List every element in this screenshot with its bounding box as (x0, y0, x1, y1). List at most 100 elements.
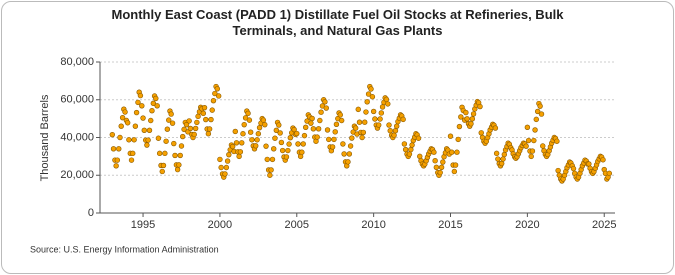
data-point (209, 107, 215, 113)
data-point (555, 167, 561, 174)
data-point (126, 137, 132, 143)
data-point (477, 103, 483, 110)
data-point (232, 128, 238, 135)
data-point (217, 156, 223, 163)
data-point (210, 97, 217, 104)
data-point (500, 156, 506, 162)
data-point (128, 157, 135, 163)
data-point (110, 146, 117, 152)
data-point (223, 164, 230, 171)
data-point (554, 138, 560, 144)
data-point (109, 131, 115, 138)
data-point (146, 127, 153, 134)
data-point (139, 103, 145, 109)
data-point (191, 131, 197, 138)
data-point (205, 131, 212, 137)
data-point (172, 152, 178, 159)
data-point (203, 116, 209, 123)
data-point (523, 143, 529, 149)
data-point (255, 131, 262, 137)
data-point (456, 123, 463, 130)
data-point (168, 111, 174, 117)
data-point (525, 137, 532, 144)
data-point (163, 138, 169, 144)
data-point (492, 125, 499, 131)
data-point (214, 86, 220, 92)
data-point (153, 95, 159, 102)
data-point (180, 133, 186, 140)
data-point (363, 109, 369, 115)
data-point (279, 147, 286, 154)
data-point (387, 128, 393, 134)
data-point (406, 151, 413, 157)
data-point (140, 115, 146, 121)
data-point (273, 127, 280, 134)
data-point (531, 137, 537, 144)
data-point (533, 116, 539, 123)
data-point (215, 93, 222, 99)
data-point (278, 139, 285, 146)
data-point (113, 163, 119, 169)
data-point (192, 125, 199, 132)
data-point (145, 137, 151, 143)
data-point (449, 149, 455, 155)
data-point (528, 153, 534, 160)
data-point (206, 126, 213, 132)
data-point (314, 134, 320, 140)
data-point (324, 127, 331, 133)
data-point (183, 121, 190, 128)
data-point (333, 121, 340, 127)
data-point (463, 109, 469, 116)
data-point (116, 146, 122, 152)
x-tick-label: 2010 (361, 219, 385, 231)
x-tick-label: 2000 (208, 219, 232, 231)
data-point (376, 122, 382, 128)
data-point (237, 149, 244, 155)
data-point (177, 152, 183, 159)
data-point (415, 135, 422, 141)
data-point (317, 117, 323, 124)
y-tick-label: 0 (88, 207, 94, 219)
data-point (176, 162, 182, 168)
data-point (432, 158, 438, 164)
data-point (447, 133, 454, 139)
data-point (272, 135, 278, 141)
data-point (401, 141, 408, 147)
data-point (409, 142, 415, 148)
data-point (349, 135, 355, 141)
data-point (346, 151, 353, 157)
data-point (451, 168, 458, 175)
data-point (408, 146, 414, 153)
data-point (386, 122, 392, 128)
data-point (322, 99, 328, 105)
data-point (253, 143, 259, 149)
data-point (355, 106, 361, 113)
data-point (171, 140, 177, 147)
data-point (378, 110, 385, 116)
data-point (212, 90, 218, 97)
data-point (241, 121, 247, 128)
data-point (276, 122, 282, 128)
data-point (372, 116, 378, 122)
y-tick-label: 60,000 (60, 94, 94, 106)
data-point (431, 149, 437, 155)
data-point (222, 171, 228, 177)
data-point (364, 99, 370, 105)
data-point (326, 136, 332, 143)
data-point (264, 156, 270, 163)
data-point (166, 117, 172, 123)
data-point (437, 169, 443, 176)
data-point (385, 101, 391, 107)
data-point (218, 164, 224, 171)
data-point (287, 134, 294, 141)
data-point (438, 164, 445, 171)
data-point (208, 116, 214, 123)
y-tick-label: 40,000 (60, 131, 94, 143)
data-point (383, 96, 390, 103)
data-point (501, 151, 508, 158)
data-point (160, 162, 167, 169)
data-point (141, 127, 147, 134)
data-point (392, 128, 399, 134)
data-point (534, 108, 541, 115)
